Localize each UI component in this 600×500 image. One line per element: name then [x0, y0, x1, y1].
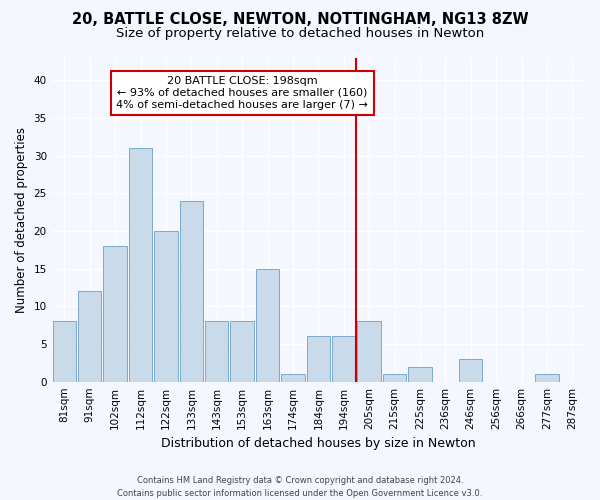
Bar: [53, 322, 76, 382]
Text: Contains HM Land Registry data © Crown copyright and database right 2024.
Contai: Contains HM Land Registry data © Crown c…: [118, 476, 482, 498]
Bar: [535, 374, 559, 382]
Bar: [78, 291, 101, 382]
Bar: [154, 231, 178, 382]
Bar: [179, 200, 203, 382]
Bar: [307, 336, 330, 382]
Y-axis label: Number of detached properties: Number of detached properties: [15, 126, 28, 312]
Text: Size of property relative to detached houses in Newton: Size of property relative to detached ho…: [116, 28, 484, 40]
Bar: [103, 246, 127, 382]
Bar: [332, 336, 355, 382]
Text: 20, BATTLE CLOSE, NEWTON, NOTTINGHAM, NG13 8ZW: 20, BATTLE CLOSE, NEWTON, NOTTINGHAM, NG…: [71, 12, 529, 28]
Bar: [408, 366, 431, 382]
Bar: [230, 322, 254, 382]
Bar: [256, 268, 279, 382]
Bar: [205, 322, 229, 382]
X-axis label: Distribution of detached houses by size in Newton: Distribution of detached houses by size …: [161, 437, 476, 450]
Bar: [383, 374, 406, 382]
Bar: [358, 322, 381, 382]
Text: 20 BATTLE CLOSE: 198sqm
← 93% of detached houses are smaller (160)
4% of semi-de: 20 BATTLE CLOSE: 198sqm ← 93% of detache…: [116, 76, 368, 110]
Bar: [129, 148, 152, 382]
Bar: [281, 374, 305, 382]
Bar: [459, 359, 482, 382]
